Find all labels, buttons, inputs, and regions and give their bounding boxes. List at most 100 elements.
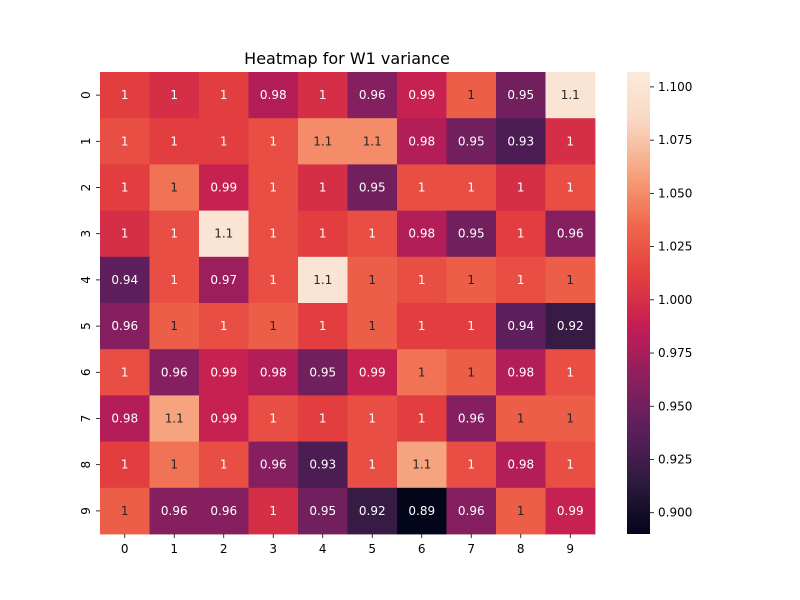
cell-annotation: 1: [319, 319, 327, 333]
heatmap-cell: [100, 487, 150, 535]
heatmap-cell: [199, 118, 249, 165]
cell-annotation: 0.96: [210, 504, 237, 518]
heatmap-cell: [545, 256, 596, 304]
cell-annotation: 1: [517, 227, 525, 241]
cell-annotation: 1: [170, 134, 178, 148]
heatmap-cell: [149, 441, 200, 489]
heatmap-cell: [545, 349, 596, 396]
cell-annotation: 1: [418, 412, 426, 426]
heatmap-cell: [347, 303, 398, 350]
heatmap-cell: [248, 118, 299, 165]
heatmap-cell: [149, 210, 200, 258]
y-tick-label: 1: [79, 137, 93, 145]
heatmap-cell: [496, 210, 546, 258]
cell-annotation: 1: [220, 319, 228, 333]
heatmap-cell: [545, 303, 596, 350]
heatmap-cell: [298, 349, 348, 396]
heatmap-cell: [199, 256, 249, 304]
heatmap-cell: [149, 395, 200, 442]
x-tick-label: 9: [566, 542, 574, 556]
heatmap-cell: [199, 349, 249, 396]
heatmap-cell: [248, 303, 299, 350]
cell-annotation: 0.99: [210, 181, 237, 195]
cell-annotation: 1: [170, 319, 178, 333]
cell-annotation: 0.92: [557, 319, 584, 333]
heatmap-cell: [199, 72, 249, 119]
colorbar-scale: [627, 72, 650, 534]
cell-annotation: 1.1: [313, 273, 332, 287]
cell-annotation: 1: [170, 181, 178, 195]
heatmap-cell: [496, 487, 546, 535]
heatmap-cell: [397, 210, 447, 258]
cell-annotation: 1: [368, 412, 376, 426]
heatmap-cell: [496, 118, 546, 165]
heatmap-cell: [298, 303, 348, 350]
heatmap-cell: [248, 349, 299, 396]
cell-annotation: 1: [220, 88, 228, 102]
y-axis: 0 1 2 3 4 5 6 7 8 9: [79, 91, 100, 515]
x-tick-label: 3: [269, 542, 277, 556]
colorbar-tick-label: 0.900: [658, 506, 692, 520]
cell-annotation: 0.98: [260, 88, 287, 102]
cell-annotation: 0.94: [111, 273, 138, 287]
heatmap-cell: [397, 349, 447, 396]
cell-annotation: 1: [566, 134, 574, 148]
cell-annotation: 0.95: [458, 227, 485, 241]
heatmap-cell: [100, 210, 150, 258]
x-axis: 0 1 2 3 4 5 6 7 8 9: [121, 534, 574, 556]
x-tick-label: 2: [220, 542, 228, 556]
y-tick-label: 7: [79, 415, 93, 423]
heatmap-cell: [149, 72, 200, 119]
colorbar-tick-label: 1.075: [658, 133, 692, 147]
colorbar-tick-label: 0.975: [658, 346, 692, 360]
y-tick-label: 4: [79, 276, 93, 284]
heatmap-cell: [446, 164, 497, 211]
cell-annotation: 1: [319, 88, 327, 102]
cell-annotation: 0.95: [507, 88, 534, 102]
cell-annotation: 0.99: [210, 412, 237, 426]
heatmap-cell: [397, 256, 447, 304]
heatmap-cell: [496, 441, 546, 489]
colorbar-tick-label: 0.950: [658, 399, 692, 413]
cell-annotation: 1: [121, 227, 129, 241]
cell-annotation: 1.1: [313, 134, 332, 148]
heatmap-cell: [100, 303, 150, 350]
cell-annotation: 0.89: [408, 504, 435, 518]
cell-annotation: 0.93: [507, 134, 534, 148]
y-tick-label: 6: [79, 368, 93, 376]
heatmap-cell: [298, 395, 348, 442]
cell-annotation: 0.94: [507, 319, 534, 333]
cell-annotation: 1: [319, 181, 327, 195]
cell-annotation: 1: [467, 365, 475, 379]
heatmap-cell: [446, 349, 497, 396]
cell-annotation: 1: [467, 88, 475, 102]
cell-annotation: 0.95: [309, 365, 336, 379]
cell-annotation: 0.99: [359, 365, 386, 379]
heatmap-cell: [248, 210, 299, 258]
heatmap-cell: [397, 164, 447, 211]
heatmap-cell: [347, 210, 398, 258]
heatmap-cell: [347, 164, 398, 211]
x-tick-label: 4: [319, 542, 327, 556]
cell-annotation: 1: [566, 412, 574, 426]
cell-annotation: 0.99: [210, 365, 237, 379]
cell-annotation: 1: [368, 227, 376, 241]
heatmap-cell: [298, 72, 348, 119]
cell-annotation: 1: [121, 181, 129, 195]
heatmap-cell: [298, 256, 348, 304]
heatmap-cell: [149, 349, 200, 396]
cell-annotation: 1: [220, 458, 228, 472]
cell-annotation: 1: [467, 458, 475, 472]
cell-annotation: 0.98: [507, 365, 534, 379]
cell-annotation: 0.95: [359, 181, 386, 195]
cell-annotation: 0.93: [309, 458, 336, 472]
cell-annotation: 1: [319, 412, 327, 426]
cell-annotation: 1: [517, 412, 525, 426]
heatmap-cell: [199, 441, 249, 489]
cell-annotation: 1: [170, 458, 178, 472]
cell-annotation: 0.98: [507, 458, 534, 472]
cell-annotation: 0.96: [458, 504, 485, 518]
cell-annotation: 0.98: [408, 227, 435, 241]
cell-annotation: 0.96: [359, 88, 386, 102]
